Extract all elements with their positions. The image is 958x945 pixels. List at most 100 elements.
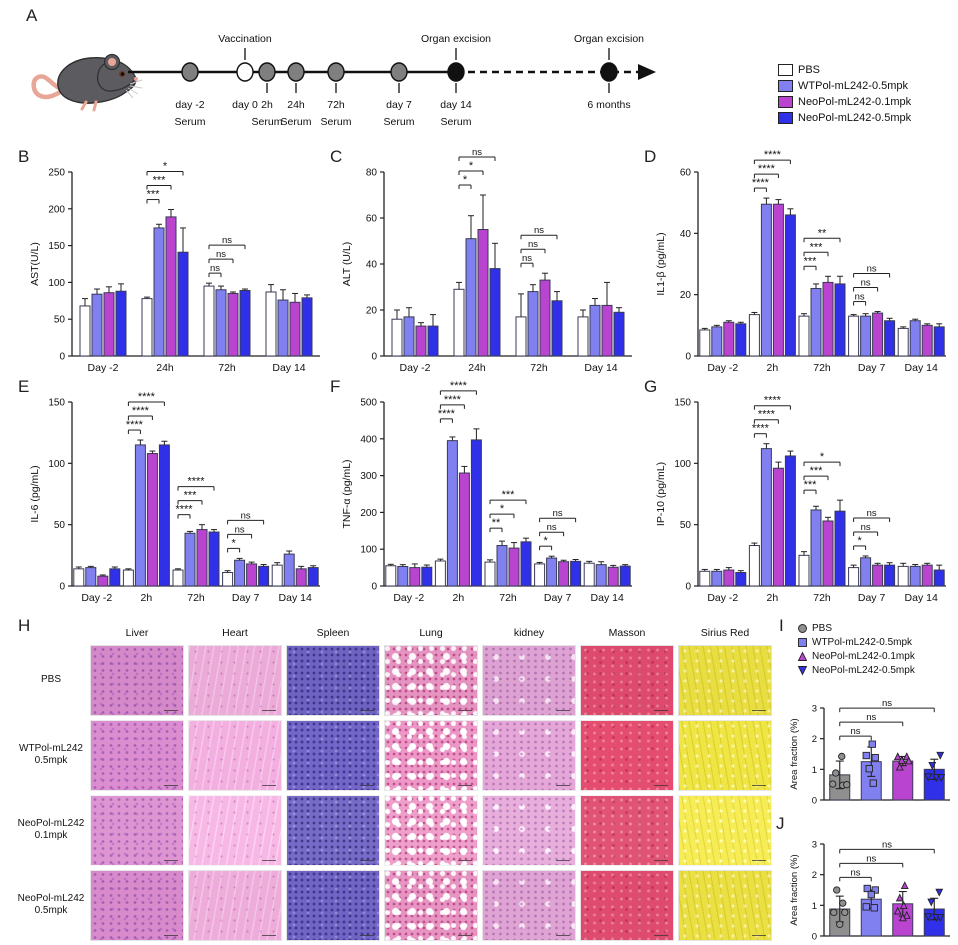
bar xyxy=(103,292,115,357)
bar xyxy=(534,563,546,587)
label: 0 xyxy=(371,582,377,593)
legend-item-label: NeoPol-mL242-0.1mpk xyxy=(798,96,912,108)
label: *** xyxy=(804,255,818,267)
label: ns xyxy=(216,249,226,260)
bar xyxy=(723,321,735,357)
data-point xyxy=(900,881,909,890)
histology-image-masson xyxy=(580,795,674,866)
label: **** xyxy=(764,395,782,407)
label: 50 xyxy=(54,315,66,326)
label: Day -2 xyxy=(393,592,424,604)
label: **** xyxy=(758,163,776,175)
label: ns xyxy=(867,264,877,275)
bar xyxy=(134,444,146,587)
triangle-up-icon xyxy=(797,650,808,661)
histology-row-label: WTPol-mL242 0.5mpk xyxy=(12,743,90,768)
bar xyxy=(711,326,723,357)
timeline: day -2 Serum Vaccination day 0 2h Serum 24h Ser… xyxy=(128,33,656,128)
histology-row-label: NeoPol-mL242 0.5mpk xyxy=(12,893,90,918)
label: Day -2 xyxy=(707,362,738,374)
data-point xyxy=(838,752,846,761)
label: 200 xyxy=(48,204,65,215)
label: TNF-α (pg/mL) xyxy=(341,459,353,528)
label: Area fraction (%) xyxy=(789,854,800,925)
label: 72h xyxy=(187,592,205,604)
bar xyxy=(508,547,520,587)
bar xyxy=(109,568,121,587)
bar xyxy=(409,567,421,587)
label: 0 xyxy=(812,932,817,943)
label: 2h xyxy=(767,362,779,374)
label: *** xyxy=(810,465,824,477)
histology-image-masson xyxy=(580,720,674,791)
legend-item-label: PBS xyxy=(798,64,821,76)
bar xyxy=(421,566,433,587)
bar xyxy=(397,565,409,587)
data-point xyxy=(932,774,941,783)
bar xyxy=(85,567,97,587)
label: **** xyxy=(752,423,770,435)
histology-image-spleen xyxy=(286,795,380,866)
label: ns xyxy=(866,853,876,864)
timeline-event-dot xyxy=(327,62,345,82)
mouse-illustration xyxy=(31,53,143,112)
histology-row-label-line: NeoPol-mL242 xyxy=(17,892,85,904)
histology-image-lung xyxy=(384,645,478,716)
label: 500 xyxy=(360,398,377,409)
bar xyxy=(227,292,239,357)
label: 2 xyxy=(812,870,817,881)
bar xyxy=(153,227,165,357)
data-point xyxy=(833,886,841,894)
bar xyxy=(699,329,711,357)
data-point xyxy=(830,908,838,917)
label: **** xyxy=(132,405,150,417)
label: Day 7 xyxy=(858,592,886,604)
label: ns xyxy=(882,839,892,850)
label: * xyxy=(543,535,548,547)
label: ns xyxy=(528,239,538,250)
label: Serum xyxy=(321,116,352,128)
area-fraction-legend: PBS WTPol-mL242-0.5mpk NeoPol-mL242-0.1mpk… xyxy=(797,621,915,677)
bar xyxy=(909,320,921,357)
label: 400 xyxy=(360,434,377,445)
panel-letter-b: B xyxy=(18,147,30,166)
label: 200 xyxy=(360,508,377,519)
bar xyxy=(177,251,189,357)
bar xyxy=(307,567,319,587)
data-point xyxy=(899,901,908,909)
label: Day 14 xyxy=(584,362,617,374)
histology-image-lung xyxy=(384,870,478,941)
label: Organ excision xyxy=(574,33,644,45)
bar xyxy=(222,572,234,587)
bar xyxy=(165,216,177,357)
chart-il6: 0 50 100 150 IL-6 (pg/mL) Day -2 2h 72h Day 7 Day… xyxy=(26,388,328,612)
bar xyxy=(246,563,258,587)
bar xyxy=(619,565,631,587)
label: * xyxy=(500,503,505,515)
label: ns xyxy=(235,524,245,535)
label: ns xyxy=(547,522,557,533)
bar xyxy=(784,214,796,357)
label: * xyxy=(463,174,468,186)
label: 50 xyxy=(680,520,692,531)
label: * xyxy=(469,160,474,172)
bar xyxy=(446,440,458,587)
timeline-event-dot xyxy=(181,62,199,82)
bar xyxy=(515,316,527,357)
histology-col-header: kidney xyxy=(513,627,545,639)
bar xyxy=(184,532,196,587)
label: 2 xyxy=(812,734,817,745)
label: Day 7 xyxy=(232,592,260,604)
label: **** xyxy=(758,409,776,421)
chart-alt: 0 20 40 60 80 ALT (U/L) Day -2 24h 72h Day 14 * * ns… xyxy=(338,147,640,382)
bar xyxy=(601,304,613,357)
label: Day 7 xyxy=(544,592,572,604)
panel-letter-g: G xyxy=(644,377,658,396)
label: Day -2 xyxy=(400,362,431,374)
bar xyxy=(872,312,884,357)
label: 100 xyxy=(360,545,377,556)
data-point xyxy=(937,774,946,783)
data-point xyxy=(865,765,873,773)
data-point xyxy=(936,751,945,760)
